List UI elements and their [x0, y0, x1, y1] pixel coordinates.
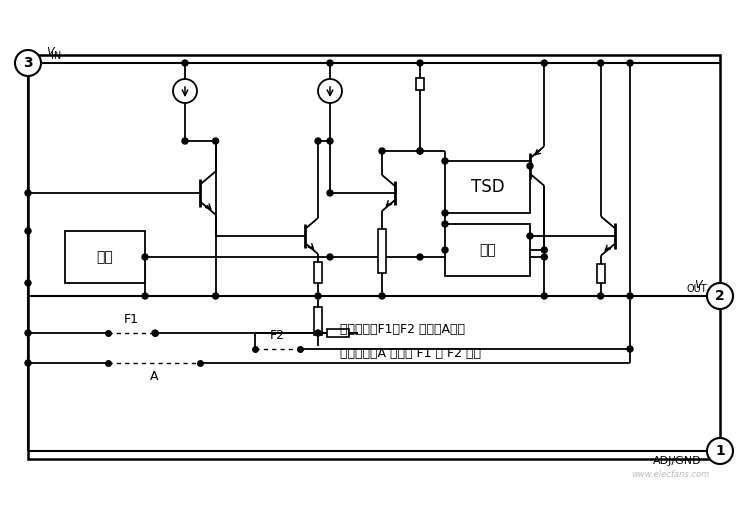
- Bar: [445, 161, 530, 213]
- Text: 3: 3: [23, 56, 33, 70]
- Circle shape: [442, 210, 448, 216]
- Text: OUT: OUT: [687, 284, 707, 294]
- Circle shape: [327, 138, 333, 144]
- Circle shape: [327, 190, 333, 196]
- Text: 1: 1: [715, 444, 725, 458]
- Circle shape: [173, 79, 197, 103]
- Circle shape: [527, 163, 533, 169]
- Circle shape: [182, 60, 188, 66]
- Text: www.elecfans.com: www.elecfans.com: [632, 470, 710, 479]
- Circle shape: [598, 293, 604, 299]
- Text: 带隙: 带隙: [96, 250, 114, 264]
- Circle shape: [542, 254, 548, 260]
- Text: A: A: [150, 370, 159, 383]
- Circle shape: [15, 50, 41, 76]
- Circle shape: [527, 233, 533, 239]
- Circle shape: [707, 438, 733, 464]
- Text: V: V: [694, 280, 702, 290]
- Circle shape: [315, 293, 321, 299]
- Text: ADJ/GND: ADJ/GND: [653, 456, 702, 466]
- Text: TSD: TSD: [470, 178, 504, 196]
- Bar: [378, 229, 386, 273]
- Circle shape: [212, 138, 218, 144]
- Circle shape: [182, 138, 188, 144]
- Circle shape: [212, 293, 218, 299]
- Text: 固定版本：F1和F2 连接，A断开: 固定版本：F1和F2 连接，A断开: [340, 322, 465, 336]
- Circle shape: [327, 60, 333, 66]
- Bar: [327, 329, 349, 337]
- Bar: [597, 264, 604, 283]
- Text: F2: F2: [270, 329, 285, 342]
- Text: 可调版本：A 连接， F1 和 F2 断开: 可调版本：A 连接， F1 和 F2 断开: [340, 346, 481, 360]
- Text: 2: 2: [715, 289, 725, 303]
- Circle shape: [707, 283, 733, 309]
- Bar: [445, 224, 530, 276]
- Bar: [314, 307, 322, 335]
- Circle shape: [25, 360, 31, 366]
- Circle shape: [152, 330, 158, 336]
- Circle shape: [417, 60, 423, 66]
- Circle shape: [417, 254, 423, 260]
- Text: V: V: [46, 47, 54, 57]
- Text: 限流: 限流: [479, 243, 496, 257]
- Text: F1: F1: [124, 313, 139, 326]
- Circle shape: [315, 138, 321, 144]
- Bar: [28, 55, 720, 459]
- Circle shape: [25, 190, 31, 196]
- Circle shape: [442, 221, 448, 227]
- Circle shape: [327, 254, 333, 260]
- Circle shape: [25, 228, 31, 234]
- Circle shape: [25, 330, 31, 336]
- Circle shape: [379, 148, 385, 154]
- Bar: [65, 231, 145, 283]
- Circle shape: [25, 280, 31, 286]
- Circle shape: [142, 293, 148, 299]
- Circle shape: [627, 346, 633, 352]
- Circle shape: [542, 60, 548, 66]
- Circle shape: [542, 293, 548, 299]
- Circle shape: [627, 293, 633, 299]
- Circle shape: [442, 158, 448, 164]
- Bar: [416, 78, 424, 90]
- Circle shape: [417, 148, 423, 154]
- Circle shape: [542, 247, 548, 253]
- Circle shape: [598, 60, 604, 66]
- Circle shape: [442, 247, 448, 253]
- Bar: [314, 262, 322, 283]
- Circle shape: [315, 330, 321, 336]
- Circle shape: [379, 293, 385, 299]
- Circle shape: [318, 79, 342, 103]
- Text: IN: IN: [51, 51, 61, 61]
- Circle shape: [142, 254, 148, 260]
- Circle shape: [627, 60, 633, 66]
- Circle shape: [417, 148, 423, 154]
